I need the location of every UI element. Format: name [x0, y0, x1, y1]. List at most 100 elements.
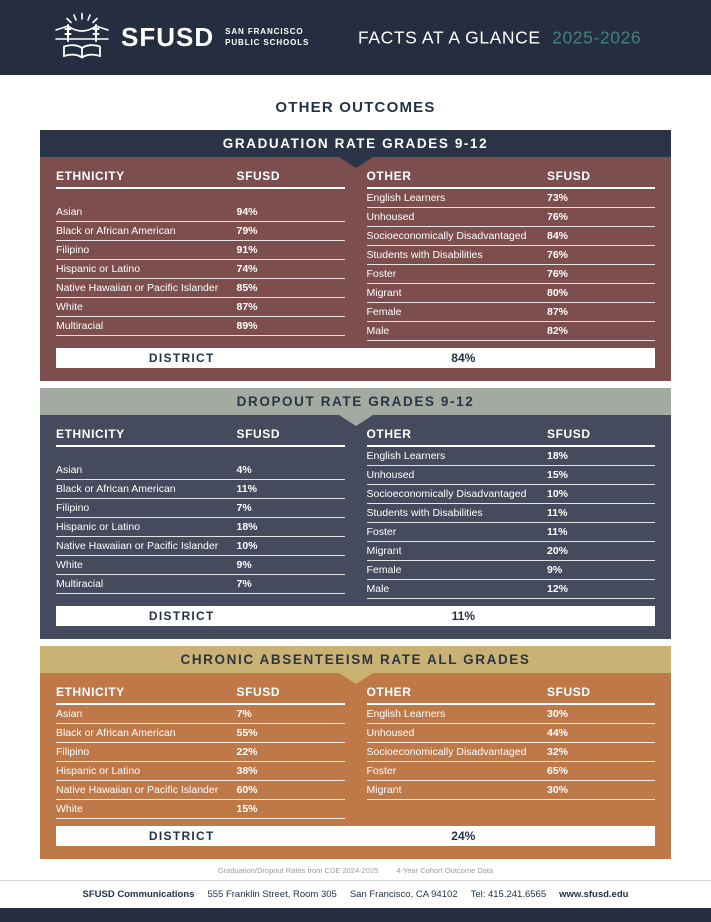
- table-row: Filipino 22%: [56, 743, 345, 762]
- sfusd-column-header: SFUSD: [547, 685, 591, 699]
- table-row: Female 87%: [366, 303, 655, 322]
- other-rows: English Learners 30% Unhoused 44% Socioe…: [366, 705, 655, 800]
- row-label: White: [56, 301, 83, 313]
- row-label: Socioeconomically Disadvantaged: [366, 230, 527, 242]
- table-row: Black or African American 11%: [56, 480, 345, 499]
- row-value: 11%: [547, 507, 568, 519]
- document-title-year: 2025-2026: [552, 27, 642, 47]
- row-value: 10%: [236, 540, 258, 552]
- row-value: 11%: [547, 526, 568, 538]
- table-row: Asian 7%: [56, 705, 345, 724]
- footer-address: 555 Franklin Street, Room 305: [207, 889, 337, 900]
- ethnicity-column-header: ETHNICITY: [56, 169, 125, 183]
- row-value: 44%: [547, 727, 569, 739]
- row-value: 15%: [547, 469, 569, 481]
- other-column-header: OTHER: [366, 427, 412, 441]
- sfusd-column-header: SFUSD: [236, 685, 281, 699]
- district-label: DISTRICT: [148, 351, 215, 365]
- table-row: White 15%: [56, 800, 345, 819]
- table-row: Hispanic or Latino 38%: [56, 762, 345, 781]
- row-label: Asian: [56, 708, 83, 720]
- sfusd-column-header: SFUSD: [236, 427, 281, 441]
- row-label: Socioeconomically Disadvantaged: [366, 746, 527, 758]
- district-label: DISTRICT: [148, 829, 215, 843]
- row-label: Migrant: [366, 287, 402, 299]
- page-title: OTHER OUTCOMES: [275, 99, 436, 116]
- brand-subtitle-line2: PUBLIC SCHOOLS: [225, 37, 310, 47]
- footnote: Graduation/Dropout Rates from CDE 2024-2…: [0, 866, 711, 875]
- other-column-header: OTHER: [366, 685, 412, 699]
- table-row: Hispanic or Latino 74%: [56, 260, 345, 279]
- table-row: Female 9%: [366, 561, 655, 580]
- row-label: Unhoused: [366, 727, 415, 739]
- row-label: Unhoused: [366, 211, 415, 223]
- table-row: Filipino 7%: [56, 499, 345, 518]
- row-value: 76%: [547, 268, 569, 280]
- brand-name: SFUSD: [121, 22, 215, 52]
- row-label: Native Hawaiian or Pacific Islander: [56, 282, 219, 294]
- row-value: 85%: [236, 282, 258, 294]
- footer-website-link[interactable]: www.sfusd.edu: [559, 889, 629, 900]
- brand-subtitle-line1: SAN FRANCISCO: [225, 27, 304, 37]
- table-row: Foster 65%: [366, 762, 655, 781]
- section-title-bar: CHRONIC ABSENTEEISM RATE ALL GRADES: [40, 646, 671, 673]
- district-label: DISTRICT: [148, 609, 215, 623]
- ethnicity-column-header: ETHNICITY: [56, 685, 125, 699]
- row-label: Socioeconomically Disadvantaged: [366, 488, 527, 500]
- other-table: OTHER SFUSD English Learners 73% Unhouse…: [366, 169, 655, 341]
- section-title: DROPOUT RATE GRADES 9-12: [236, 394, 475, 409]
- outcome-section: CHRONIC ABSENTEEISM RATE ALL GRADES ETHN…: [40, 646, 671, 859]
- row-label: Black or African American: [56, 225, 176, 237]
- row-value: 32%: [547, 746, 569, 758]
- other-rows: English Learners 18% Unhoused 15% Socioe…: [366, 447, 655, 599]
- section-tables: ETHNICITY SFUSD Asian 94% Black or Afric…: [56, 169, 655, 341]
- table-row: English Learners 30%: [366, 705, 655, 724]
- table-row: English Learners 73%: [366, 189, 655, 208]
- row-value: 10%: [547, 488, 569, 500]
- row-label: Native Hawaiian or Pacific Islander: [56, 540, 219, 552]
- row-label: Native Hawaiian or Pacific Islander: [56, 784, 219, 796]
- row-label: White: [56, 803, 83, 815]
- table-row: Migrant 30%: [366, 781, 655, 800]
- row-value: 4%: [236, 464, 252, 476]
- other-table-header: OTHER SFUSD: [366, 427, 655, 447]
- district-bar: DISTRICT 84%: [56, 348, 655, 368]
- row-label: English Learners: [366, 708, 446, 720]
- row-value: 94%: [236, 206, 258, 218]
- row-label: Female: [366, 306, 402, 318]
- row-value: 38%: [236, 765, 258, 777]
- row-value: 76%: [547, 249, 569, 261]
- ethnicity-table: ETHNICITY SFUSD Asian 94% Black or Afric…: [56, 169, 345, 341]
- ethnicity-table-header: ETHNICITY SFUSD: [56, 685, 345, 705]
- other-table-header: OTHER SFUSD: [366, 169, 655, 189]
- row-label: Filipino: [56, 502, 90, 514]
- row-label: Filipino: [56, 746, 90, 758]
- table-row: Multiracial 89%: [56, 317, 345, 336]
- row-label: Female: [366, 564, 402, 576]
- section-tables: ETHNICITY SFUSD Asian 4% Black or Africa…: [56, 427, 655, 599]
- table-row: White 9%: [56, 556, 345, 575]
- footer-org: SFUSD Communications: [82, 889, 195, 900]
- section-title-bar: DROPOUT RATE GRADES 9-12: [40, 388, 671, 415]
- ethnicity-rows: Asian 4% Black or African American 11% F…: [56, 461, 345, 594]
- table-row: Black or African American 79%: [56, 222, 345, 241]
- row-value: 18%: [236, 521, 258, 533]
- table-row: Socioeconomically Disadvantaged 32%: [366, 743, 655, 762]
- table-row: English Learners 18%: [366, 447, 655, 466]
- row-value: 73%: [547, 192, 569, 204]
- top-header: SFUSD SAN FRANCISCO PUBLIC SCHOOLS FACTS…: [0, 0, 711, 75]
- row-label: Male: [366, 583, 390, 595]
- row-value: 18%: [547, 450, 569, 462]
- district-bar: DISTRICT 24%: [56, 826, 655, 846]
- section-body: ETHNICITY SFUSD Asian 94% Black or Afric…: [40, 157, 671, 381]
- row-label: White: [56, 559, 83, 571]
- other-table: OTHER SFUSD English Learners 30% Unhouse…: [366, 685, 655, 819]
- footer-contact: SFUSD Communications 555 Franklin Street…: [0, 880, 711, 908]
- table-row: Native Hawaiian or Pacific Islander 60%: [56, 781, 345, 800]
- ethnicity-rows: Asian 7% Black or African American 55% F…: [56, 705, 345, 819]
- row-label: English Learners: [366, 192, 446, 204]
- section-body: ETHNICITY SFUSD Asian 7% Black or Africa…: [40, 673, 671, 859]
- section-pointer-icon: [338, 157, 373, 168]
- section-pointer-icon: [338, 415, 373, 426]
- row-label: Filipino: [56, 244, 90, 256]
